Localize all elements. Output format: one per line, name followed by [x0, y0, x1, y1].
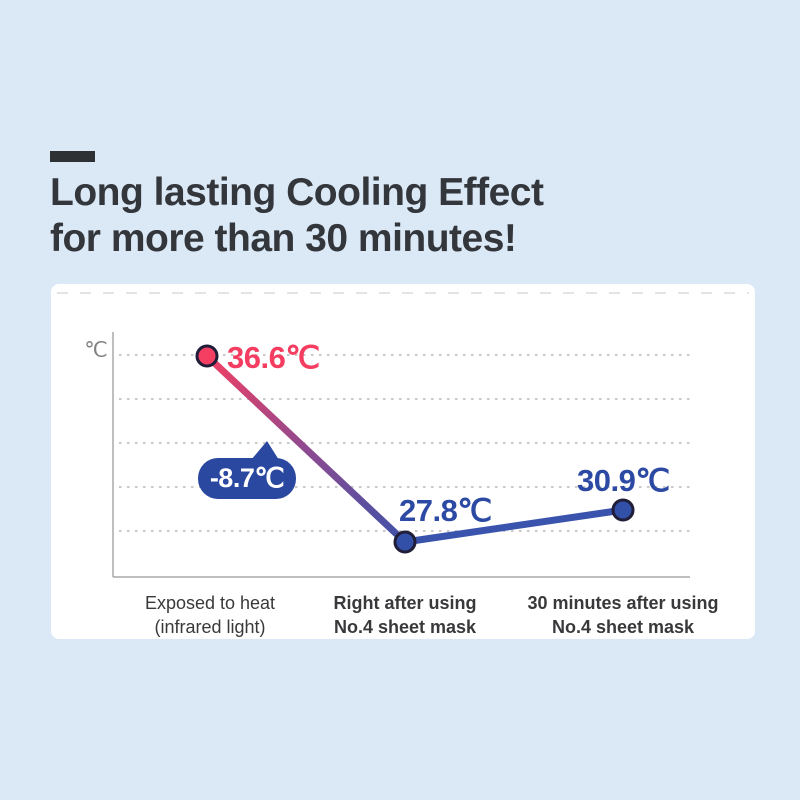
- delta-annotation-bubble: -8.7℃: [198, 441, 296, 499]
- chart-card: ℃ -8.7℃ 36.6℃ 27.8℃ 30.9℃ Exposed to hea…: [51, 284, 755, 639]
- x-label-1-line-1: Exposed to heat: [145, 593, 275, 613]
- delta-annotation-text: -8.7℃: [210, 463, 284, 493]
- title-line-2: for more than 30 minutes!: [50, 217, 517, 260]
- value-label-3: 30.9℃: [577, 463, 670, 498]
- value-label-1: 36.6℃: [227, 340, 320, 375]
- title-line-1: Long lasting Cooling Effect: [50, 171, 544, 214]
- line-segment-cool: [401, 506, 627, 546]
- x-label-2-line-2: No.4 sheet mask: [334, 617, 477, 637]
- x-label-2-line-1: Right after using: [334, 593, 477, 613]
- line-segment-hot-to-cool: [203, 352, 409, 546]
- x-axis-labels: Exposed to heat (infrared light) Right a…: [145, 593, 719, 637]
- y-axis-unit-label: ℃: [84, 339, 108, 362]
- page-title: Long lasting Cooling Effect for more than…: [50, 170, 544, 262]
- bubble-body: [198, 458, 296, 499]
- data-point-exposed-to-heat: [195, 344, 219, 368]
- accent-dash: [50, 151, 95, 162]
- x-label-1-line-2: (infrared light): [154, 617, 265, 637]
- bubble-tail: [251, 441, 279, 460]
- temperature-line-chart: ℃ -8.7℃ 36.6℃ 27.8℃ 30.9℃ Exposed to hea…: [57, 292, 749, 637]
- data-point-30-minutes-after: [611, 498, 635, 522]
- data-point-right-after: [393, 530, 417, 554]
- value-label-2: 27.8℃: [399, 493, 492, 528]
- x-label-3-line-1: 30 minutes after using: [527, 593, 718, 613]
- x-label-3-line-2: No.4 sheet mask: [552, 617, 695, 637]
